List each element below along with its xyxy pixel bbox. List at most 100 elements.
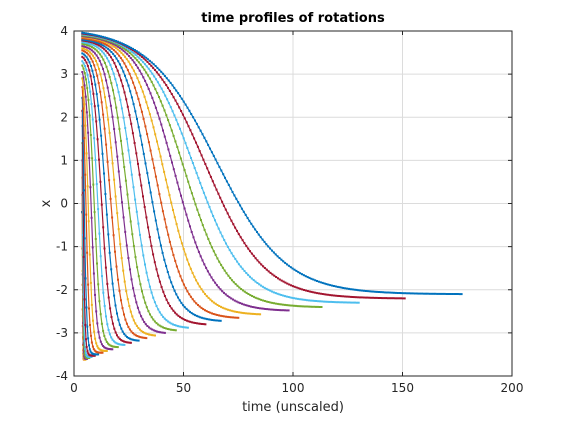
chart-title: time profiles of rotations bbox=[201, 11, 385, 26]
series-point bbox=[165, 141, 168, 144]
series-point bbox=[150, 80, 153, 83]
series-point bbox=[326, 300, 329, 303]
series-point bbox=[183, 117, 186, 120]
series-point bbox=[85, 56, 88, 59]
series-point bbox=[117, 318, 120, 321]
series-point bbox=[274, 302, 277, 305]
series-point bbox=[230, 316, 233, 319]
series-point bbox=[111, 44, 114, 47]
series-point bbox=[83, 41, 85, 44]
series-point bbox=[182, 283, 185, 286]
data-series bbox=[81, 31, 463, 361]
series-point bbox=[137, 97, 140, 100]
series-point bbox=[258, 307, 261, 310]
series-point bbox=[271, 308, 274, 311]
series-point bbox=[105, 143, 108, 146]
series-point bbox=[87, 58, 90, 61]
series-point bbox=[124, 179, 127, 182]
series-point bbox=[131, 66, 134, 69]
series-point bbox=[219, 319, 222, 322]
series-point bbox=[100, 41, 103, 44]
series-point bbox=[141, 143, 144, 146]
series-point bbox=[85, 111, 88, 114]
series-point bbox=[386, 297, 389, 300]
series-point bbox=[142, 254, 145, 257]
series-point bbox=[143, 321, 146, 323]
series-point bbox=[83, 37, 86, 40]
series-point bbox=[209, 147, 211, 150]
series-point bbox=[102, 87, 105, 90]
series-point bbox=[256, 297, 259, 300]
series-point bbox=[421, 292, 424, 295]
series-point bbox=[85, 306, 88, 309]
series-point bbox=[97, 283, 100, 286]
series-point bbox=[250, 252, 253, 255]
series-point bbox=[123, 47, 126, 50]
series-point bbox=[144, 59, 147, 62]
series-point bbox=[128, 207, 131, 210]
series-point bbox=[89, 75, 92, 78]
series-point bbox=[185, 121, 188, 124]
series-point bbox=[136, 266, 139, 269]
series-point bbox=[137, 51, 140, 54]
series-point bbox=[288, 283, 291, 286]
series-point bbox=[123, 166, 126, 168]
series-point bbox=[317, 280, 320, 283]
series-point bbox=[93, 64, 96, 67]
series-point bbox=[104, 346, 107, 349]
series-point bbox=[95, 41, 97, 44]
series-point bbox=[81, 45, 84, 48]
series-point bbox=[128, 328, 131, 331]
series-point bbox=[87, 98, 90, 101]
series-point bbox=[97, 104, 100, 107]
series-point bbox=[145, 216, 148, 219]
series-point bbox=[287, 309, 290, 312]
series-point bbox=[345, 295, 348, 298]
series-point bbox=[89, 45, 92, 48]
series-point bbox=[111, 282, 114, 285]
series-point bbox=[84, 39, 87, 42]
series-point bbox=[111, 115, 114, 118]
series-point bbox=[140, 72, 143, 75]
series-point bbox=[97, 82, 100, 84]
series-point bbox=[148, 326, 150, 329]
series-point bbox=[131, 315, 134, 318]
series-point bbox=[177, 92, 180, 95]
series-point bbox=[237, 301, 240, 304]
series-point bbox=[133, 86, 136, 89]
series-point bbox=[152, 84, 155, 87]
series-point bbox=[84, 323, 87, 326]
series-point bbox=[87, 44, 90, 47]
series-point bbox=[117, 228, 120, 231]
series-point bbox=[85, 346, 88, 348]
series-point bbox=[100, 343, 103, 346]
series-point bbox=[239, 265, 242, 268]
series-point bbox=[127, 60, 130, 63]
series-point bbox=[144, 125, 147, 128]
series-point bbox=[350, 301, 353, 304]
series-point bbox=[398, 292, 401, 294]
series-point bbox=[83, 137, 86, 140]
series-point bbox=[141, 290, 143, 293]
series-point bbox=[132, 103, 135, 106]
series-point bbox=[458, 293, 461, 296]
series-point bbox=[196, 145, 199, 148]
series-point bbox=[110, 146, 113, 149]
series-point bbox=[256, 259, 259, 262]
series-point bbox=[316, 280, 318, 282]
series-point bbox=[249, 294, 252, 297]
series-point bbox=[91, 69, 94, 72]
series-point bbox=[102, 291, 105, 294]
series-point bbox=[165, 84, 168, 86]
series-point bbox=[126, 298, 129, 301]
series-point bbox=[94, 159, 97, 161]
series-point bbox=[114, 345, 117, 348]
series-point bbox=[234, 310, 237, 313]
series-point bbox=[332, 285, 335, 287]
series-point bbox=[83, 84, 86, 87]
series-point bbox=[139, 52, 142, 55]
series-point bbox=[147, 226, 150, 229]
series-point bbox=[333, 301, 336, 304]
series-point bbox=[96, 74, 99, 77]
series-point bbox=[129, 90, 132, 93]
